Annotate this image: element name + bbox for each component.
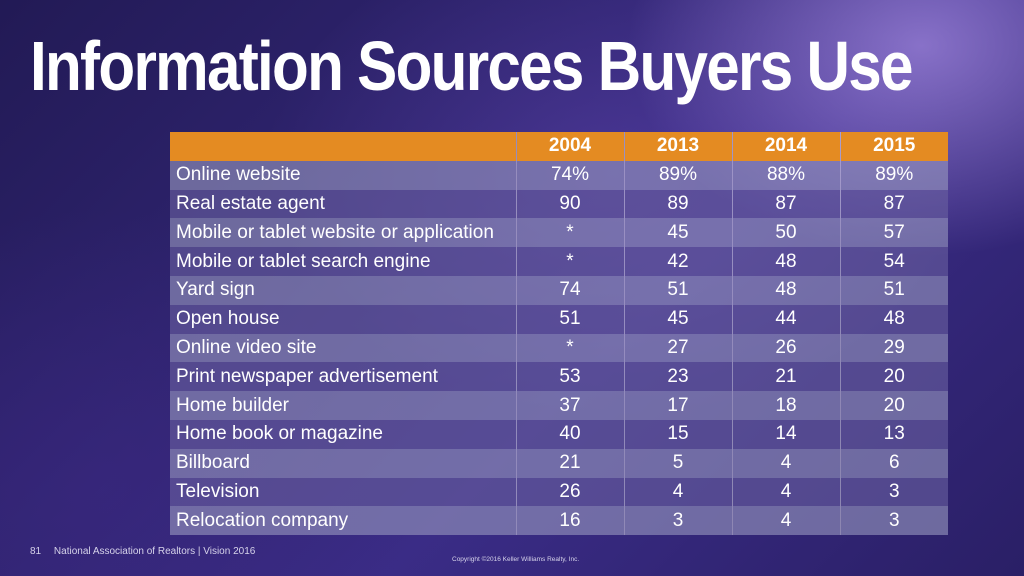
row-value: 21 (515, 448, 624, 478)
row-value: 74% (515, 160, 624, 190)
row-value: * (515, 218, 624, 248)
table-row: Relocation company 16 3 4 3 (170, 506, 948, 536)
row-value: 89 (623, 189, 732, 219)
row-value: 74 (515, 275, 624, 305)
table-row: Billboard 21 5 4 6 (170, 448, 948, 478)
row-label: Yard sign (170, 275, 516, 305)
header-cell-source (170, 132, 516, 161)
row-value: 50 (731, 218, 840, 248)
row-value: 14 (731, 419, 840, 449)
copyright-text: Copyright ©2016 Keller Williams Realty, … (452, 556, 580, 563)
row-value: 6 (839, 448, 948, 478)
row-value: 17 (623, 391, 732, 420)
table-row: Online video site * 27 26 29 (170, 333, 948, 363)
row-value: * (515, 247, 624, 276)
row-label: Mobile or tablet website or application (170, 218, 516, 248)
row-value: 3 (623, 506, 732, 536)
row-value: 89% (623, 160, 732, 190)
row-value: 23 (623, 362, 732, 392)
row-value: 13 (839, 419, 948, 449)
row-value: 16 (515, 506, 624, 536)
table-row: Television 26 4 4 3 (170, 477, 948, 507)
row-label: Relocation company (170, 506, 516, 536)
row-value: 45 (623, 304, 732, 334)
row-value: 4 (623, 477, 732, 507)
table-row: Open house 51 45 44 48 (170, 304, 948, 334)
row-label: Print newspaper advertisement (170, 362, 516, 392)
row-value: 48 (731, 247, 840, 276)
row-label: Mobile or tablet search engine (170, 247, 516, 276)
row-value: 4 (731, 477, 840, 507)
header-cell-2015: 2015 (839, 132, 948, 161)
row-label: Television (170, 477, 516, 507)
row-value: 54 (839, 247, 948, 276)
row-value: 5 (623, 448, 732, 478)
row-value: 42 (623, 247, 732, 276)
row-value: 45 (623, 218, 732, 248)
row-value: 27 (623, 333, 732, 363)
row-value: 21 (731, 362, 840, 392)
row-label: Online website (170, 160, 516, 190)
table-row: Yard sign 74 51 48 51 (170, 275, 948, 305)
footer-source: 81 National Association of Realtors | Vi… (30, 546, 255, 557)
row-value: 51 (839, 275, 948, 305)
row-value: 26 (731, 333, 840, 363)
header-cell-2014: 2014 (731, 132, 840, 161)
header-cell-2013: 2013 (623, 132, 732, 161)
row-label: Home book or magazine (170, 419, 516, 449)
row-value: 87 (839, 189, 948, 219)
header-cell-2004: 2004 (515, 132, 624, 161)
page-title: Information Sources Buyers Use (30, 27, 913, 105)
row-value: 29 (839, 333, 948, 363)
row-value: 51 (515, 304, 624, 334)
source-text: National Association of Realtors | Visio… (53, 546, 256, 557)
row-value: 4 (731, 506, 840, 536)
row-value: 37 (515, 391, 624, 420)
row-value: 48 (731, 275, 840, 305)
table-header-row: 2004 2013 2014 2015 (170, 132, 948, 161)
row-value: 90 (515, 189, 624, 219)
row-label: Billboard (170, 448, 516, 478)
row-value: 89% (839, 160, 948, 190)
table-row: Mobile or tablet website or application *… (170, 218, 948, 248)
row-value: 51 (623, 275, 732, 305)
row-value: 57 (839, 218, 948, 248)
row-value: 44 (731, 304, 840, 334)
row-label: Open house (170, 304, 516, 334)
row-value: 40 (515, 419, 624, 449)
row-value: 18 (731, 391, 840, 420)
table-row: Home builder 37 17 18 20 (170, 391, 948, 420)
row-value: 20 (839, 362, 948, 392)
row-label: Home builder (170, 391, 516, 420)
table-row: Real estate agent 90 89 87 87 (170, 189, 948, 219)
table-row: Online website 74% 89% 88% 89% (170, 160, 948, 190)
row-value: 3 (839, 477, 948, 507)
row-value: 20 (839, 391, 948, 420)
row-value: * (515, 333, 624, 363)
row-label: Online video site (170, 333, 516, 363)
row-label: Real estate agent (170, 189, 516, 219)
page-number: 81 (30, 546, 42, 557)
row-value: 48 (839, 304, 948, 334)
table-row: Home book or magazine 40 15 14 13 (170, 419, 948, 449)
row-value: 53 (515, 362, 624, 392)
row-value: 26 (515, 477, 624, 507)
table-row: Mobile or tablet search engine * 42 48 54 (170, 247, 948, 276)
table-row: Print newspaper advertisement 53 23 21 20 (170, 362, 948, 392)
row-value: 3 (839, 506, 948, 536)
row-value: 15 (623, 419, 732, 449)
buyer-sources-table: 2004 2013 2014 2015 Online website 74% 89%… (170, 132, 948, 536)
row-value: 4 (731, 448, 840, 478)
row-value: 88% (731, 160, 840, 190)
row-value: 87 (731, 189, 840, 219)
